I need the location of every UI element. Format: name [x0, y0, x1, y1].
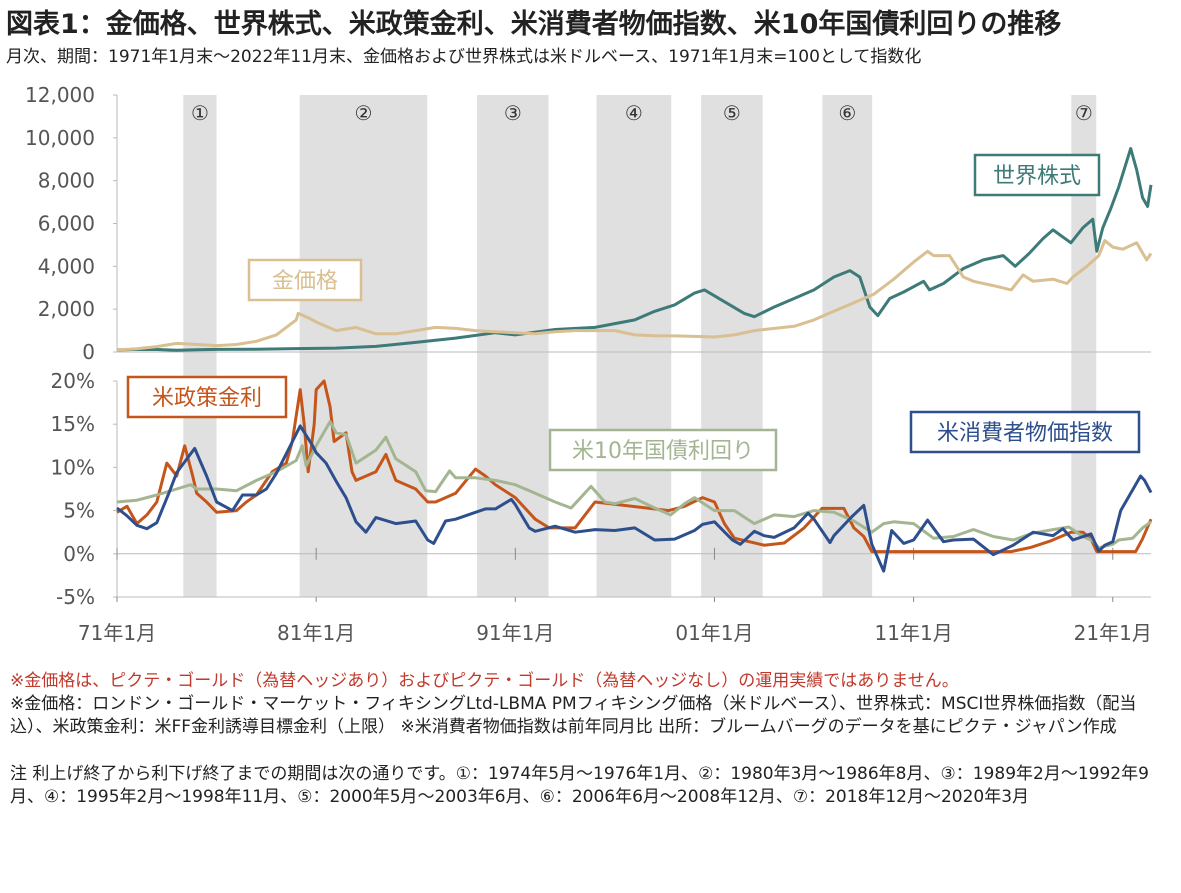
label-gold: 金価格	[272, 269, 338, 294]
note-source: ※金価格：ロンドン・ゴールド・マーケット・フィキシングLtd-LBMA PMフィ…	[10, 694, 1137, 737]
label-world_equity: 世界株式	[993, 164, 1081, 189]
label-box-cpi	[909, 410, 1141, 454]
x-tick-label: 21年1月	[1074, 621, 1152, 645]
bottom-y-tick-label: 10%	[51, 455, 95, 479]
x-tick-label: 01年1月	[675, 621, 753, 645]
x-tick-label: 71年1月	[78, 621, 156, 645]
top-y-tick-label: 6,000	[38, 212, 95, 236]
label-t10y: 米10年国債利回り	[572, 439, 754, 464]
series-lines	[116, 147, 1153, 573]
chart-title: 図表1：金価格、世界株式、米政策金利、米消費者物価指数、米10年国債利回りの推移	[6, 9, 1062, 40]
series-line-cpi	[116, 424, 1153, 573]
label-box-world_equity	[973, 153, 1101, 197]
series-line-gold	[116, 239, 1153, 352]
note-warning: ※金価格は、ピクテ・ゴールド（為替ヘッジあり）およびピクテ・ゴールド（為替ヘッジ…	[10, 671, 959, 691]
note-periods: 注 利上げ終了から利下げ終了までの期間は次の通りです。①：1974年5月～197…	[10, 764, 1149, 807]
notes: ※金価格は、ピクテ・ゴールド（為替ヘッジあり）およびピクテ・ゴールド（為替ヘッジ…	[10, 670, 1175, 809]
series-line-world_equity	[116, 147, 1153, 352]
period-label-4: ④	[625, 101, 643, 125]
period-label-6: ⑥	[838, 101, 856, 125]
bottom-y-tick-label: 5%	[63, 499, 95, 523]
label-box-t10y	[548, 428, 778, 472]
shaded-periods	[183, 95, 1097, 597]
bottom-y-tick-label: 0%	[63, 542, 95, 566]
top-y-tick-label: 2,000	[38, 297, 95, 321]
period-label-3: ③	[504, 101, 522, 125]
period-label-5: ⑤	[723, 101, 741, 125]
chart-subtitle: 月次、期間：1971年1月末～2022年11月末、金価格および世界株式は米ドルベ…	[6, 47, 922, 67]
period-label-7: ⑦	[1075, 101, 1093, 125]
top-y-tick-label: 0	[82, 340, 95, 364]
top-y-tick-label: 12,000	[25, 83, 95, 107]
x-tick-label: 11年1月	[875, 621, 953, 645]
chart-svg: 0 2,000 4,000 6,000 8,000 10,000 12,000 -5% 0% 5%…	[25, 83, 1153, 645]
shaded-period-4	[596, 95, 672, 597]
series-line-policy_rate	[116, 379, 1153, 554]
top-y-tick-label: 10,000	[25, 126, 95, 150]
shaded-period-5	[701, 95, 763, 597]
label-box-policy_rate	[126, 375, 288, 419]
shaded-period-3	[477, 95, 549, 597]
x-tick-label: 91年1月	[476, 621, 554, 645]
series-line-t10y	[116, 420, 1152, 550]
bottom-y-tick-label: -5%	[56, 585, 95, 609]
label-policy_rate: 米政策金利	[152, 386, 262, 411]
label-cpi: 米消費者物価指数	[937, 421, 1113, 446]
bottom-y-tick-label: 20%	[51, 369, 95, 393]
grid: 0 2,000 4,000 6,000 8,000 10,000 12,000 -5% 0% 5%…	[25, 83, 1152, 645]
top-y-tick-label: 8,000	[38, 169, 95, 193]
period-label-1: ①	[191, 101, 209, 125]
label-box-gold	[247, 258, 363, 302]
bottom-y-tick-label: 15%	[51, 412, 95, 436]
period-label-2: ②	[354, 101, 372, 125]
x-tick-label: 81年1月	[277, 621, 355, 645]
top-y-tick-label: 4,000	[38, 254, 95, 278]
